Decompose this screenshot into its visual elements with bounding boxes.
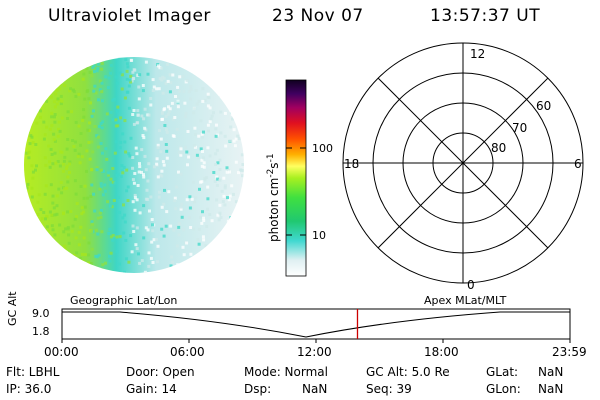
timeline-axis-title: GC Alt bbox=[6, 291, 19, 326]
status-dsp-label: Dsp: bbox=[244, 382, 272, 396]
y-tick-9: 9.0 bbox=[32, 307, 50, 320]
status-filter: Flt: LBHL bbox=[6, 365, 60, 379]
mlt-label-18: 18 bbox=[344, 157, 359, 171]
timeline-x-ticks bbox=[61, 339, 571, 343]
colorbar-unit-label: photon cm-2s-1 bbox=[266, 153, 281, 242]
status-ip: IP: 36.0 bbox=[6, 382, 52, 396]
time-label: 13:57:37 UT bbox=[430, 6, 541, 26]
x-tick-1200: 12:00 bbox=[297, 345, 332, 359]
status-glon-label: GLon: bbox=[486, 382, 521, 396]
polar-grid bbox=[342, 42, 584, 284]
x-tick-2359: 23:59 bbox=[552, 345, 587, 359]
colorbar bbox=[285, 79, 307, 277]
colorbar-label-100: 100 bbox=[312, 142, 333, 155]
x-tick-0600: 06:00 bbox=[170, 345, 205, 359]
status-glat-label: GLat: bbox=[486, 365, 519, 379]
auroral-image bbox=[24, 57, 244, 273]
mlt-label-0: 0 bbox=[467, 278, 475, 292]
x-tick-1800: 18:00 bbox=[424, 345, 459, 359]
status-seq: Seq: 39 bbox=[366, 382, 412, 396]
lat-label-60: 60 bbox=[536, 99, 551, 113]
instrument-title: Ultraviolet Imager bbox=[48, 6, 211, 26]
y-tick-1-8: 1.8 bbox=[32, 325, 50, 338]
status-glon-value: NaN bbox=[538, 382, 564, 396]
status-gc-alt: GC Alt: 5.0 Re bbox=[366, 365, 450, 379]
lat-label-70: 70 bbox=[512, 121, 527, 135]
timeline-right-title: Apex MLat/MLT bbox=[424, 294, 507, 307]
status-dsp-value: NaN bbox=[302, 382, 328, 396]
timeline-left-title: Geographic Lat/Lon bbox=[70, 294, 178, 307]
altitude-curve bbox=[62, 311, 570, 338]
mlt-label-6: 6 bbox=[574, 157, 582, 171]
lat-label-80: 80 bbox=[491, 141, 506, 155]
status-glat-value: NaN bbox=[538, 365, 564, 379]
status-gain: Gain: 14 bbox=[126, 382, 177, 396]
mlt-label-12: 12 bbox=[470, 47, 485, 61]
x-tick-0000: 00:00 bbox=[44, 345, 79, 359]
status-door: Door: Open bbox=[126, 365, 195, 379]
status-mode: Mode: Normal bbox=[244, 365, 328, 379]
colorbar-label-10: 10 bbox=[312, 229, 326, 242]
date-label: 23 Nov 07 bbox=[272, 6, 364, 26]
